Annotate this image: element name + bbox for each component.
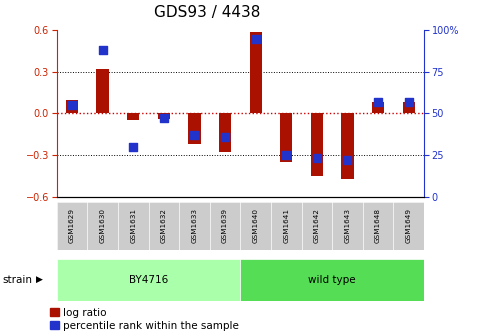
Point	[160, 116, 168, 121]
Point	[252, 36, 260, 41]
Bar	[127, 114, 140, 120]
Bar	[341, 114, 353, 178]
Text: GSM1630: GSM1630	[100, 208, 106, 244]
Text: wild type: wild type	[308, 275, 356, 285]
Bar	[249, 32, 262, 114]
Point	[68, 102, 76, 108]
Bar	[403, 102, 415, 114]
Bar	[66, 99, 78, 114]
Bar	[97, 69, 109, 114]
Bar	[280, 114, 292, 162]
Bar	[219, 114, 231, 152]
Bar	[372, 102, 384, 114]
Text: GSM1633: GSM1633	[191, 208, 197, 244]
Point	[221, 134, 229, 139]
Point	[282, 152, 290, 158]
Point	[129, 144, 137, 149]
Bar	[311, 114, 323, 176]
Text: strain: strain	[2, 275, 33, 285]
Text: GSM1643: GSM1643	[345, 208, 351, 244]
Text: GSM1641: GSM1641	[283, 208, 289, 244]
Text: GSM1642: GSM1642	[314, 208, 320, 244]
Text: GSM1649: GSM1649	[406, 208, 412, 244]
Text: GSM1632: GSM1632	[161, 208, 167, 244]
Text: GSM1639: GSM1639	[222, 208, 228, 244]
Text: GDS93 / 4438: GDS93 / 4438	[154, 5, 260, 20]
Bar	[158, 114, 170, 119]
Point	[374, 99, 382, 104]
Point	[344, 157, 352, 163]
Text: GSM1648: GSM1648	[375, 208, 381, 244]
Text: ▶: ▶	[35, 275, 42, 284]
Text: GSM1629: GSM1629	[69, 208, 75, 244]
Legend: log ratio, percentile rank within the sample: log ratio, percentile rank within the sa…	[50, 308, 239, 331]
Text: GSM1631: GSM1631	[130, 208, 136, 244]
Point	[313, 156, 321, 161]
Text: BY4716: BY4716	[129, 275, 168, 285]
Point	[99, 47, 106, 53]
Text: GSM1640: GSM1640	[252, 208, 259, 244]
Point	[190, 132, 198, 138]
Point	[405, 99, 413, 104]
Bar	[188, 114, 201, 144]
